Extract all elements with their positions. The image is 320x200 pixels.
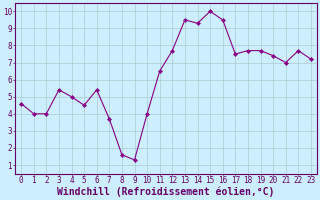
X-axis label: Windchill (Refroidissement éolien,°C): Windchill (Refroidissement éolien,°C) [57, 187, 275, 197]
